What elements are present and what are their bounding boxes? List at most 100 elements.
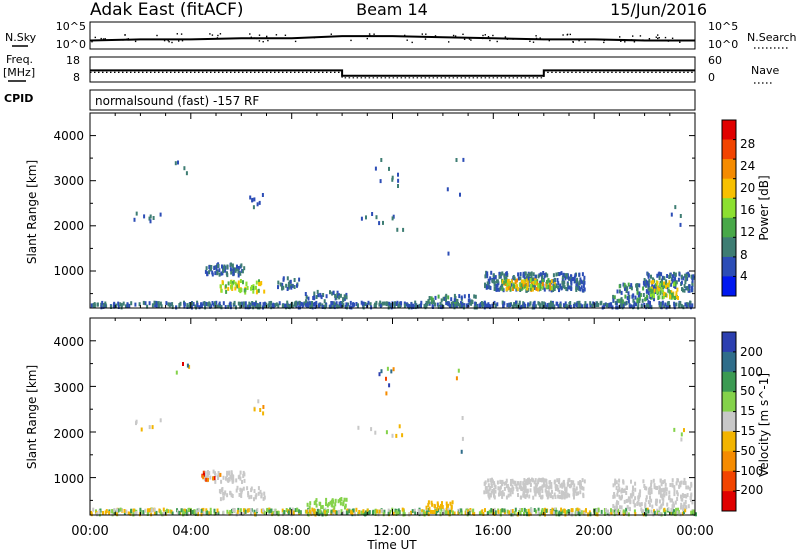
range-gate-cell [507, 281, 510, 286]
range-gate-cell [523, 486, 526, 490]
range-gate-cell [650, 479, 653, 484]
range-gate-cell [615, 305, 618, 310]
range-gate-cell [514, 480, 517, 485]
range-gate-cell [505, 495, 508, 500]
range-gate-cell [496, 480, 499, 485]
range-gate-cell [388, 166, 390, 171]
range-gate-cell [407, 303, 410, 308]
range-gate-cell [289, 284, 292, 289]
range-gate-cell [665, 491, 668, 496]
noise-search-dot [249, 33, 251, 35]
range-gate-cell [510, 482, 513, 487]
range-gate-cell [484, 486, 487, 490]
range-gate-cell [498, 272, 501, 276]
range-gate-cell [572, 492, 575, 497]
range-gate-cell [198, 305, 201, 310]
range-gate-cell [257, 491, 260, 496]
range-gate-cell [230, 280, 232, 285]
range-gate-cell [419, 303, 422, 308]
range-gate-cell [555, 512, 558, 517]
range-gate-cell [622, 480, 625, 485]
range-gate-cell [390, 303, 393, 308]
range-gate-cell [524, 495, 527, 499]
range-gate-cell [234, 286, 237, 291]
range-gate-cell [508, 286, 511, 291]
range-gate-cell [680, 437, 683, 442]
range-gate-cell [117, 301, 120, 306]
range-gate-cell [222, 491, 225, 496]
range-gate-cell [286, 276, 289, 281]
range-gate-cell [494, 489, 497, 494]
range-gate-cell [203, 301, 206, 305]
range-gate-cell [544, 507, 546, 512]
range-gate-cell [430, 509, 432, 514]
range-gate-cell [681, 511, 684, 516]
range-gate-cell [659, 478, 662, 483]
range-gate-cell [165, 301, 168, 306]
range-gate-cell [294, 508, 297, 513]
range-gate-cell [334, 502, 337, 507]
range-gate-cell [672, 501, 675, 506]
range-gate-cell [221, 487, 224, 491]
range-gate-cell [550, 300, 552, 305]
range-gate-cell [560, 271, 563, 276]
range-gate-cell [431, 297, 434, 302]
range-gate-cell [431, 305, 434, 309]
range-gate-cell [320, 295, 323, 300]
range-gate-cell [675, 280, 677, 285]
range-gate-cell [659, 283, 661, 287]
range-gate-cell [493, 507, 496, 512]
range-gate-cell [242, 470, 245, 475]
range-gate-cell [505, 275, 508, 280]
range-gate-cell [217, 263, 220, 268]
xtick-0400: 04:00 [172, 524, 209, 539]
range-gate-cell [547, 490, 549, 495]
range-gate-cell [340, 509, 343, 514]
range-gate-cell [673, 303, 676, 308]
range-gate-cell [104, 301, 107, 306]
range-gate-cell [522, 280, 525, 285]
range-gate-cell [543, 483, 546, 488]
range-gate-cell [462, 157, 465, 162]
range-gate-cell [666, 274, 669, 278]
range-gate-cell [642, 479, 645, 484]
range-gate-cell [526, 488, 529, 493]
range-gate-cell [684, 508, 687, 513]
noise-search-dot [569, 33, 571, 36]
range-gate-cell [342, 298, 345, 303]
range-gate-cell [391, 175, 394, 180]
range-gate-cell [623, 499, 626, 504]
range-gate-cell [253, 497, 255, 502]
range-gate-cell [670, 292, 673, 297]
range-gate-cell [583, 303, 586, 308]
range-gate-cell [580, 279, 583, 284]
range-gate-cell [434, 295, 437, 300]
range-gate-cell [667, 301, 670, 306]
range-gate-cell [445, 293, 448, 298]
range-gate-cell [325, 511, 328, 516]
range-gate-cell [486, 511, 489, 516]
range-gate-cell [387, 508, 390, 513]
range-gate-cell [575, 303, 578, 308]
range-gate-cell [484, 508, 486, 513]
range-gate-cell [626, 505, 629, 510]
range-gate-cell [525, 511, 528, 516]
range-gate-cell [519, 485, 522, 490]
range-gate-cell [171, 511, 174, 516]
range-gate-cell [683, 510, 685, 514]
range-gate-cell [548, 485, 550, 490]
range-gate-cell [596, 301, 599, 306]
range-gate-cell [339, 293, 342, 298]
range-gate-cell [221, 264, 223, 269]
range-gate-cell [289, 304, 292, 309]
range-gate-cell [315, 498, 318, 503]
range-gate-cell [362, 509, 365, 514]
range-gate-cell [661, 278, 663, 283]
range-gate-cell [235, 478, 238, 483]
range-gate-cell [568, 493, 571, 498]
range-gate-cell [296, 283, 298, 288]
noise-search-dot [180, 33, 183, 35]
range-gate-cell [522, 493, 525, 498]
range-gate-cell [236, 485, 239, 490]
range-gate-cell [259, 304, 262, 309]
